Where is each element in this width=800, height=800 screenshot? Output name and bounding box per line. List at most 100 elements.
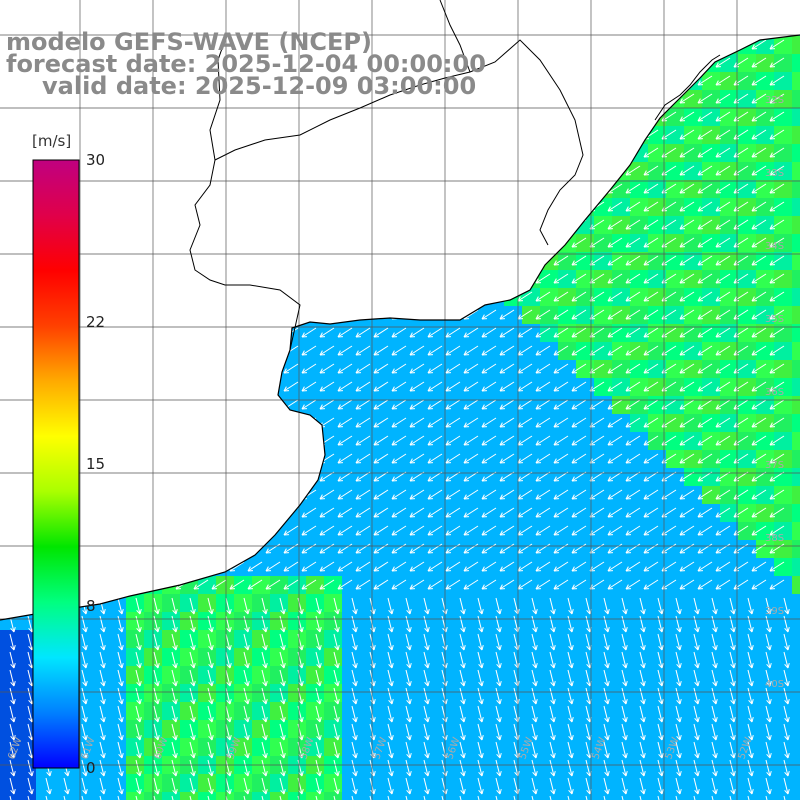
wind-arrow	[463, 183, 479, 194]
wind-speed-cell	[720, 702, 738, 720]
wind-speed-cell	[576, 540, 594, 558]
wind-speed-cell	[540, 396, 558, 414]
wind-speed-cell	[306, 432, 324, 450]
wind-speed-cell	[558, 450, 576, 468]
wind-speed-cell	[72, 378, 90, 396]
wind-arrow	[157, 417, 173, 428]
wind-speed-cell	[702, 720, 720, 738]
wind-speed-cell	[90, 234, 108, 252]
wind-arrow	[247, 129, 263, 140]
wind-speed-cell	[72, 198, 90, 216]
wind-arrow	[31, 363, 47, 374]
wind-arrow	[13, 129, 29, 140]
wind-arrow	[0, 219, 11, 230]
wind-arrow	[0, 435, 11, 446]
wind-arrow	[157, 543, 173, 554]
wind-arrow	[0, 417, 11, 428]
wind-speed-cell	[0, 396, 18, 414]
wind-speed-cell	[684, 396, 702, 414]
wind-speed-cell	[504, 684, 522, 702]
wind-speed-cell	[666, 684, 684, 702]
wind-speed-cell	[378, 234, 396, 252]
wind-speed-cell	[450, 288, 468, 306]
wind-speed-cell	[126, 558, 144, 576]
wind-speed-cell	[720, 162, 738, 180]
wind-speed-cell	[108, 126, 126, 144]
wind-speed-cell	[270, 432, 288, 450]
wind-speed-cell	[288, 144, 306, 162]
wind-speed-cell	[594, 54, 612, 72]
wind-arrow	[535, 129, 551, 140]
wind-speed-cell	[324, 648, 342, 666]
wind-arrow	[121, 561, 137, 572]
wind-speed-cell	[756, 180, 774, 198]
wind-speed-cell	[450, 594, 468, 612]
wind-speed-cell	[270, 252, 288, 270]
wind-speed-cell	[756, 126, 774, 144]
wind-arrow	[139, 309, 155, 320]
wind-arrow	[13, 525, 29, 536]
wind-speed-cell	[486, 648, 504, 666]
wind-speed-cell	[198, 216, 216, 234]
wind-speed-cell	[18, 108, 36, 126]
wind-arrow	[121, 165, 137, 176]
wind-speed-cell	[648, 72, 666, 90]
wind-speed-cell	[684, 468, 702, 486]
wind-speed-cell	[162, 306, 180, 324]
wind-arrow	[553, 57, 569, 68]
wind-speed-cell	[702, 216, 720, 234]
wind-arrow	[139, 579, 155, 590]
wind-speed-cell	[432, 35, 450, 36]
wind-speed-cell	[414, 414, 432, 432]
wind-arrow	[445, 255, 461, 266]
wind-speed-cell	[450, 0, 468, 18]
wind-arrow	[517, 75, 533, 86]
wind-arrow	[139, 381, 155, 392]
wind-arrow	[13, 201, 29, 212]
wind-arrow	[139, 111, 155, 122]
wind-speed-cell	[18, 216, 36, 234]
wind-speed-cell	[756, 324, 774, 342]
wind-speed-cell	[504, 126, 522, 144]
wind-speed-cell	[630, 738, 648, 756]
wind-speed-cell	[702, 108, 720, 126]
wind-speed-cell	[198, 576, 216, 594]
wind-speed-cell	[666, 180, 684, 198]
wind-speed-cell	[612, 504, 630, 522]
wind-speed-cell	[450, 216, 468, 234]
wind-speed-cell	[270, 792, 288, 800]
wind-speed-cell	[396, 35, 414, 36]
wind-speed-cell	[216, 540, 234, 558]
wind-speed-cell	[738, 630, 756, 648]
wind-speed-cell	[360, 234, 378, 252]
wind-speed-cell	[540, 702, 558, 720]
wind-speed-cell	[522, 35, 540, 36]
wind-arrow	[355, 309, 371, 320]
wind-speed-cell	[18, 738, 36, 756]
wind-arrow	[319, 219, 335, 230]
wind-speed-cell	[234, 666, 252, 684]
wind-speed-cell	[396, 792, 414, 800]
wind-speed-cell	[558, 72, 576, 90]
wind-speed-cell	[324, 306, 342, 324]
wind-speed-cell	[720, 0, 738, 18]
wind-speed-cell	[324, 288, 342, 306]
wind-arrow	[553, 165, 569, 176]
wind-speed-cell	[792, 504, 800, 522]
wind-speed-cell	[108, 792, 126, 800]
wind-speed-cell	[252, 360, 270, 378]
wind-arrow	[319, 291, 335, 302]
wind-arrow	[193, 327, 209, 338]
wind-speed-cell	[756, 792, 774, 800]
wind-arrow	[337, 273, 353, 284]
wind-speed-cell	[342, 522, 360, 540]
wind-speed-cell	[360, 486, 378, 504]
wind-speed-cell	[594, 360, 612, 378]
wind-speed-cell	[18, 360, 36, 378]
wind-speed-cell	[450, 720, 468, 738]
wind-arrow	[229, 111, 245, 122]
wind-arrow	[319, 147, 335, 158]
wind-arrow	[499, 129, 515, 140]
wind-speed-cell	[774, 702, 792, 720]
wind-speed-cell	[468, 108, 486, 126]
